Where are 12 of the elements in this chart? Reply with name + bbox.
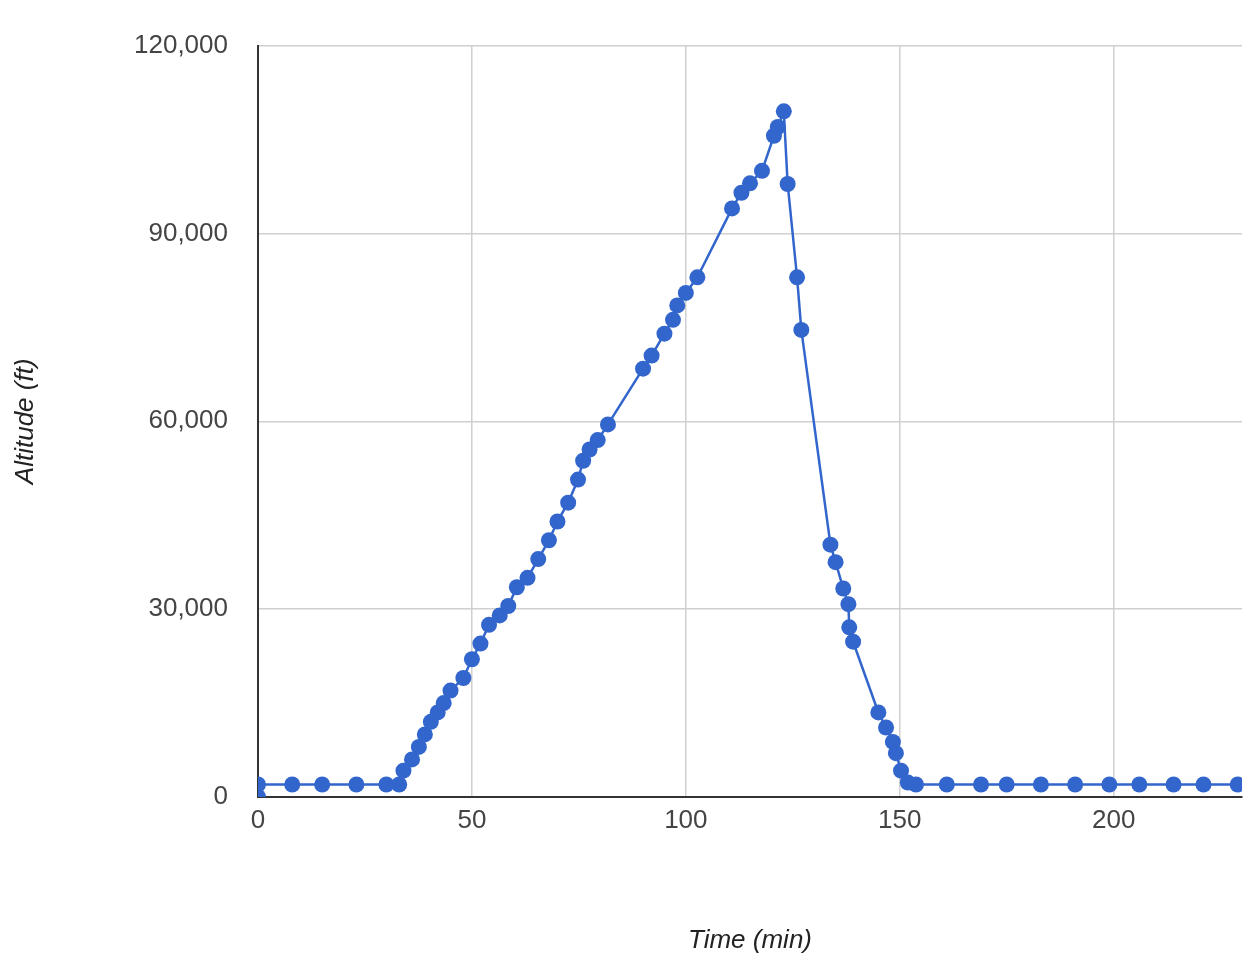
y-tick-label: 120,000 [134,28,228,59]
x-tick-label: 100 [664,803,708,834]
y-tick-label: 30,000 [148,592,228,623]
x-tick-label: 0 [250,803,266,834]
x-tick-label: 150 [878,803,922,834]
y-tick-label: 60,000 [148,404,228,435]
x-tick-label: 50 [457,803,487,834]
x-tick-label: 200 [1091,803,1136,834]
x-axis-title: Time (min) [688,923,812,954]
y-axis-title: Altitude (ft) [8,358,39,487]
y-tick-label: 90,000 [148,216,228,247]
y-tick-label: 0 [213,780,228,811]
